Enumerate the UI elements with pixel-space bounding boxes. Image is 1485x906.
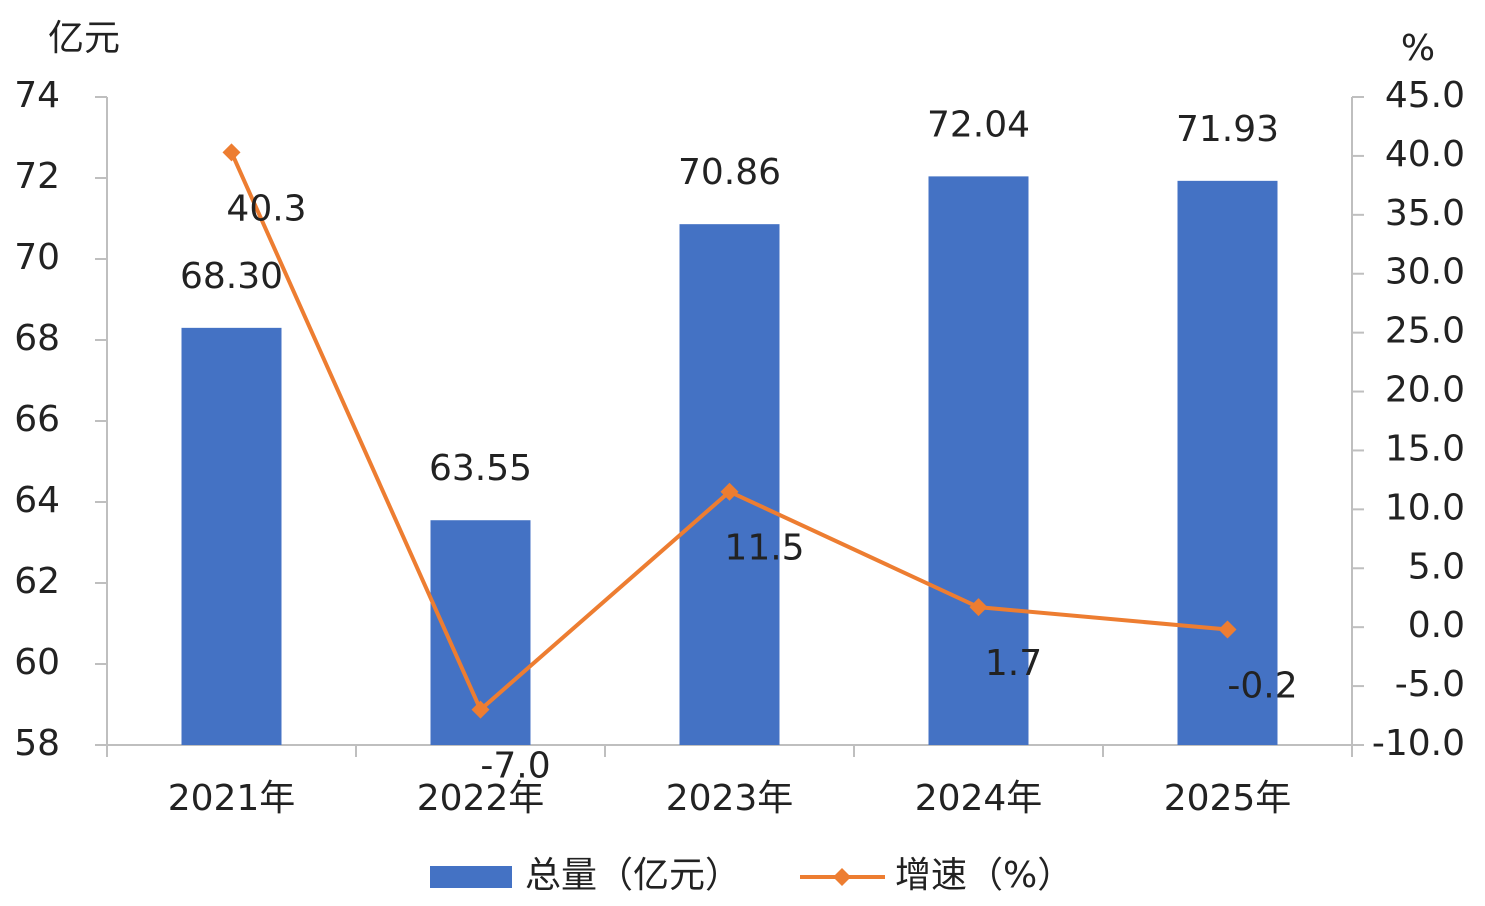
line-marker <box>720 482 739 501</box>
line-marker <box>471 700 490 719</box>
x-tick-label: 2023年 <box>666 778 794 819</box>
y2-tick-label: 10.0 <box>1385 487 1465 528</box>
line-marker <box>969 598 988 617</box>
y2-tick-label: 25.0 <box>1385 311 1465 352</box>
y2-tick-label: 40.0 <box>1385 134 1465 175</box>
y2-axis-label: % <box>1401 28 1435 69</box>
y2-tick-label: 35.0 <box>1385 193 1465 234</box>
y2-tick-label: 20.0 <box>1385 370 1465 411</box>
line-value-label: 40.3 <box>226 188 306 229</box>
line-value-label: 1.7 <box>985 643 1042 684</box>
line-marker <box>1218 620 1237 639</box>
y-tick-label: 64 <box>14 480 60 521</box>
line-marker <box>222 143 241 162</box>
legend-swatch <box>430 866 512 888</box>
bar-value-label: 72.04 <box>927 104 1030 145</box>
bar <box>928 176 1029 745</box>
y2-tick-label: -5.0 <box>1395 664 1465 705</box>
line-value-label: 11.5 <box>724 528 804 569</box>
y-tick-label: 60 <box>14 642 60 683</box>
legend-label: 增速（%） <box>895 855 1073 896</box>
bar <box>1177 180 1278 745</box>
line-value-label: -7.0 <box>480 746 550 787</box>
y2-tick-label: 15.0 <box>1385 428 1465 469</box>
legend-marker <box>833 868 851 886</box>
bar-value-label: 71.93 <box>1176 109 1279 150</box>
line-value-label: -0.2 <box>1227 666 1297 707</box>
y-tick-label: 66 <box>14 399 60 440</box>
y2-tick-label: 45.0 <box>1385 75 1465 116</box>
x-tick-label: 2022年 <box>417 778 545 819</box>
y-tick-label: 68 <box>14 318 60 359</box>
legend-label: 总量（亿元） <box>525 855 741 896</box>
bar <box>181 327 282 745</box>
bar-value-label: 70.86 <box>678 152 781 193</box>
bar-value-label: 63.55 <box>429 448 532 489</box>
y-tick-label: 62 <box>14 561 60 602</box>
y-tick-label: 74 <box>14 75 60 116</box>
y2-tick-label: -10.0 <box>1372 723 1465 764</box>
x-tick-label: 2021年 <box>168 778 296 819</box>
y2-tick-label: 30.0 <box>1385 252 1465 293</box>
y-axis-label: 亿元 <box>48 18 120 59</box>
x-tick-label: 2025年 <box>1164 778 1292 819</box>
y2-tick-label: 0.0 <box>1408 605 1465 646</box>
y-tick-label: 58 <box>14 723 60 764</box>
y-tick-label: 72 <box>14 156 60 197</box>
y-tick-label: 70 <box>14 237 60 278</box>
x-tick-label: 2024年 <box>915 778 1043 819</box>
y2-tick-label: 5.0 <box>1408 546 1465 587</box>
bar-value-label: 68.30 <box>180 256 283 297</box>
